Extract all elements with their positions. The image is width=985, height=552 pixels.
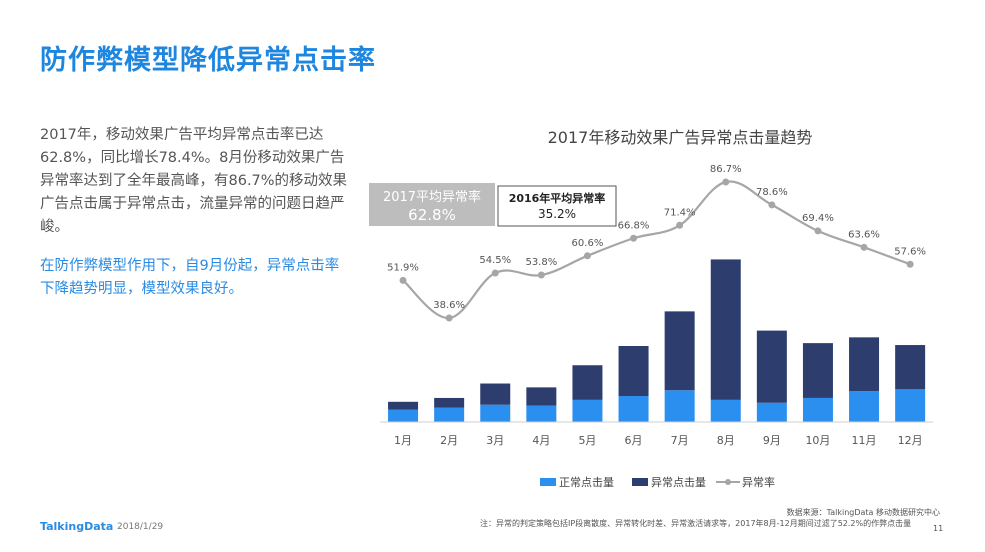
rate-point-5	[583, 252, 591, 260]
bar-normal-9	[756, 402, 787, 422]
rate-point-9	[768, 201, 776, 209]
x-tick-label: 1月	[394, 434, 412, 447]
x-tick-label: 11月	[852, 434, 877, 447]
bar-abnormal-1	[388, 401, 419, 410]
bar-abnormal-4	[526, 387, 557, 406]
legend-abnormal-label: 异常点击量	[651, 476, 706, 489]
bar-abnormal-7	[664, 311, 695, 391]
rate-data-label: 38.6%	[433, 300, 465, 311]
bar-normal-3	[480, 404, 511, 422]
rate-data-label: 71.4%	[664, 207, 696, 218]
bar-abnormal-12	[895, 345, 926, 390]
rate-data-label: 78.6%	[756, 187, 788, 198]
x-tick-label: 2月	[440, 434, 458, 447]
bar-abnormal-5	[572, 365, 603, 400]
legend-normal-label: 正常点击量	[559, 476, 614, 489]
bar-normal-4	[526, 405, 557, 422]
bar-normal-12	[895, 389, 926, 422]
bar-abnormal-10	[802, 343, 833, 398]
footer-date: 2018/1/29	[117, 522, 164, 532]
rate-point-6	[630, 234, 638, 242]
rate-data-label: 57.6%	[894, 246, 926, 257]
avg-2017-value: 62.8%	[408, 206, 456, 224]
rate-data-label: 60.6%	[572, 238, 604, 249]
bar-normal-7	[664, 390, 695, 422]
chart-title: 2017年移动效果广告异常点击量趋势	[548, 128, 813, 147]
x-tick-label: 10月	[805, 434, 830, 447]
rate-point-2	[445, 314, 453, 322]
rate-data-label: 63.6%	[848, 229, 880, 240]
avg-2016-label: 2016年平均异常率	[509, 191, 606, 205]
page-title: 防作弊模型降低异常点击率	[40, 45, 376, 76]
rate-point-12	[906, 260, 914, 268]
rate-data-label: 54.5%	[479, 255, 511, 266]
x-tick-label: 12月	[898, 434, 923, 447]
avg-2016-value: 35.2%	[538, 207, 576, 221]
rate-data-label: 51.9%	[387, 262, 419, 273]
data-source: 数据来源：TalkingData 移动数据研究中心	[786, 508, 940, 517]
bar-normal-5	[572, 399, 603, 422]
bar-normal-6	[618, 396, 649, 422]
bar-abnormal-3	[480, 383, 511, 405]
summary-paragraph: 2017年，移动效果广告平均异常点击率已达62.8%，同比增长78.4%。8月份…	[40, 127, 348, 235]
avg-2017-label: 2017平均异常率	[383, 189, 481, 205]
bar-abnormal-6	[618, 346, 649, 397]
bar-abnormal-9	[756, 330, 787, 403]
highlight-paragraph: 在防作弊模型作用下，自9月份起，异常点击率下降趋势明显，模型效果良好。	[40, 258, 340, 297]
x-tick-label: 5月	[578, 434, 596, 447]
bar-normal-8	[710, 399, 741, 422]
rate-point-11	[860, 243, 868, 251]
rate-data-label: 86.7%	[710, 164, 742, 175]
bar-normal-10	[802, 397, 833, 422]
x-tick-label: 6月	[625, 434, 643, 447]
legend-normal-swatch	[540, 478, 556, 486]
bar-abnormal-11	[849, 337, 880, 392]
rate-point-8	[722, 178, 730, 186]
page-number: 11	[933, 524, 944, 533]
x-tick-label: 8月	[717, 434, 735, 447]
rate-data-label: 53.8%	[525, 257, 557, 268]
talkingdata-logo: TalkingData	[40, 520, 114, 533]
bar-normal-11	[849, 391, 880, 422]
avg-2016-box	[497, 185, 617, 227]
avg-2017-box	[369, 183, 495, 226]
rate-point-1	[399, 276, 407, 284]
legend-abnormal-swatch	[632, 478, 648, 486]
rate-point-3	[491, 269, 499, 277]
rate-point-7	[676, 221, 684, 229]
x-tick-label: 4月	[532, 434, 550, 447]
x-tick-label: 3月	[486, 434, 504, 447]
rate-point-10	[814, 227, 822, 235]
legend-rate-marker	[725, 479, 731, 485]
rate-data-label: 66.8%	[618, 220, 650, 231]
bar-abnormal-8	[710, 259, 741, 400]
x-tick-label: 7月	[671, 434, 689, 447]
bar-normal-2	[434, 407, 465, 422]
bar-normal-1	[388, 409, 419, 422]
legend-rate-label: 异常率	[742, 475, 775, 489]
bar-abnormal-2	[434, 397, 465, 408]
x-tick-label: 9月	[763, 434, 781, 447]
footnote: 注：异常的判定策略包括IP段离散度、异常转化时差、异常激活请求等，2017年8月…	[480, 519, 912, 528]
rate-point-4	[537, 271, 545, 279]
rate-data-label: 69.4%	[802, 213, 834, 224]
